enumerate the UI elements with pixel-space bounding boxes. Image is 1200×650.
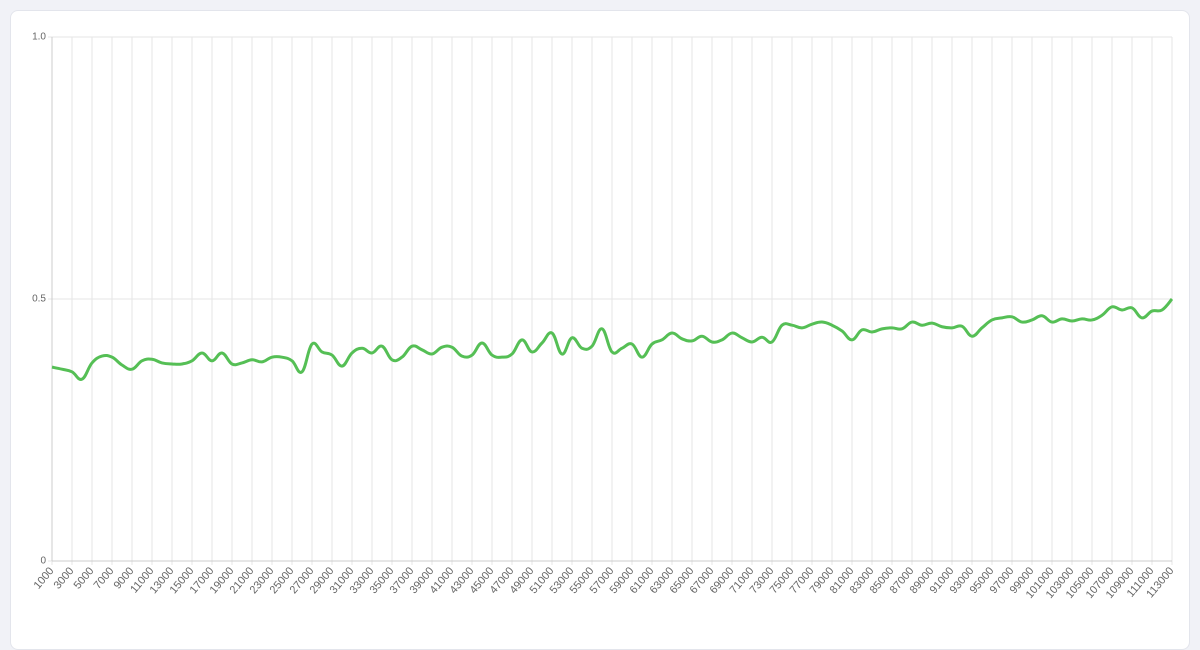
y-tick-label: 0 [40,556,46,567]
x-tick-label: 3000 [52,565,77,591]
x-tick-label: 5000 [72,565,97,591]
y-tick-label: 0.5 [32,294,46,305]
data-line [51,297,1174,381]
chart: 00.51.0100030005000700090001100013000150… [32,32,1177,601]
x-tick-label: 7000 [92,565,117,591]
y-tick-label: 1.0 [32,32,46,43]
x-tick-label: 1000 [32,565,57,591]
